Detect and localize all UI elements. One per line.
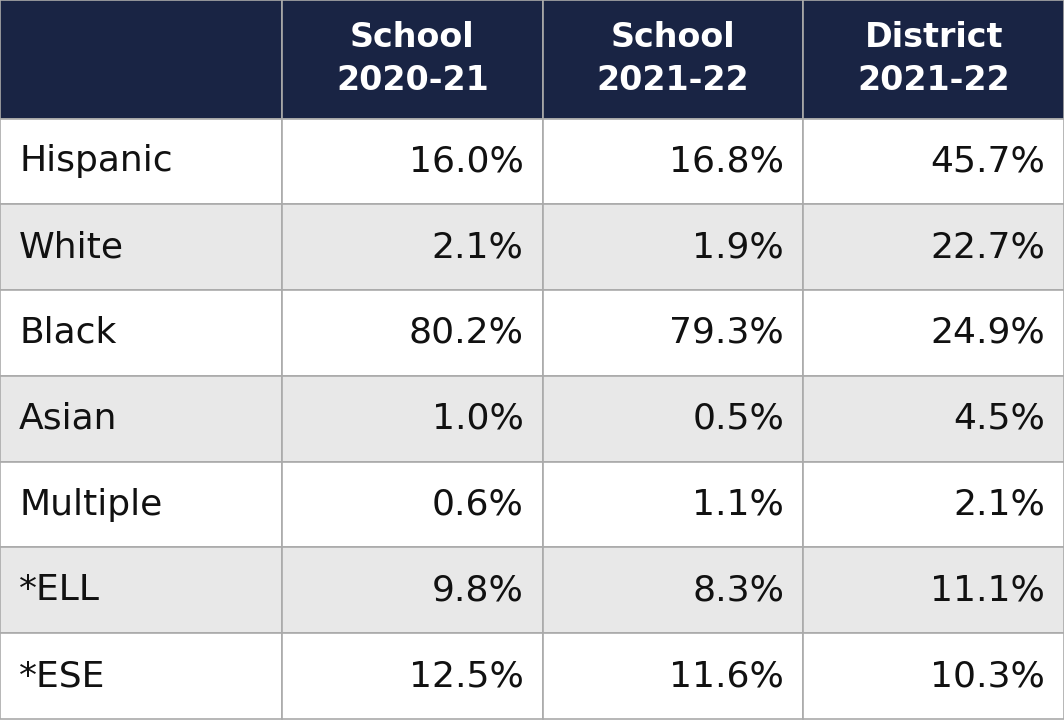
Text: *ELL: *ELL [19, 574, 100, 607]
Bar [282, 547, 543, 633]
Bar [0, 119, 282, 204]
Bar [803, 119, 1064, 204]
Text: 4.5%: 4.5% [953, 402, 1045, 435]
Bar [0, 0, 282, 119]
Bar [282, 0, 543, 119]
Bar [803, 376, 1064, 462]
Text: 11.1%: 11.1% [930, 574, 1045, 607]
Bar [282, 204, 543, 290]
Text: 1.0%: 1.0% [432, 402, 523, 435]
Text: 45.7%: 45.7% [930, 145, 1045, 178]
Bar [803, 547, 1064, 633]
Text: School
2021-22: School 2021-22 [597, 21, 749, 97]
Text: 0.5%: 0.5% [693, 402, 784, 435]
Text: 79.3%: 79.3% [669, 316, 784, 350]
Text: 10.3%: 10.3% [930, 659, 1045, 693]
Bar [0, 547, 282, 633]
Text: 1.1%: 1.1% [693, 488, 784, 521]
Bar [543, 547, 803, 633]
Bar [543, 119, 803, 204]
Bar [803, 0, 1064, 119]
Text: 12.5%: 12.5% [409, 659, 523, 693]
Text: 16.8%: 16.8% [669, 145, 784, 178]
Bar [543, 376, 803, 462]
Bar [803, 204, 1064, 290]
Text: District
2021-22: District 2021-22 [858, 21, 1010, 97]
Bar [803, 462, 1064, 547]
Text: Hispanic: Hispanic [19, 145, 172, 178]
Text: 16.0%: 16.0% [409, 145, 523, 178]
Bar [0, 633, 282, 719]
Bar [0, 376, 282, 462]
Bar [282, 119, 543, 204]
Text: School
2020-21: School 2020-21 [336, 21, 488, 97]
Bar [0, 462, 282, 547]
Text: 22.7%: 22.7% [930, 230, 1045, 264]
Text: 2.1%: 2.1% [953, 488, 1045, 521]
Bar [282, 376, 543, 462]
Bar [543, 0, 803, 119]
Text: 2.1%: 2.1% [432, 230, 523, 264]
Bar [282, 290, 543, 376]
Bar [0, 204, 282, 290]
Bar [543, 462, 803, 547]
Text: 1.9%: 1.9% [693, 230, 784, 264]
Bar [543, 633, 803, 719]
Bar [543, 204, 803, 290]
Text: 11.6%: 11.6% [669, 659, 784, 693]
Text: Multiple: Multiple [19, 488, 163, 521]
Bar [0, 290, 282, 376]
Bar [543, 290, 803, 376]
Text: *ESE: *ESE [19, 659, 105, 693]
Bar [282, 633, 543, 719]
Text: 80.2%: 80.2% [409, 316, 523, 350]
Text: Black: Black [19, 316, 117, 350]
Bar [803, 633, 1064, 719]
Text: 8.3%: 8.3% [693, 574, 784, 607]
Bar [803, 290, 1064, 376]
Bar [282, 462, 543, 547]
Text: 0.6%: 0.6% [432, 488, 523, 521]
Text: White: White [19, 230, 124, 264]
Text: 9.8%: 9.8% [432, 574, 523, 607]
Text: Asian: Asian [19, 402, 118, 435]
Text: 24.9%: 24.9% [930, 316, 1045, 350]
